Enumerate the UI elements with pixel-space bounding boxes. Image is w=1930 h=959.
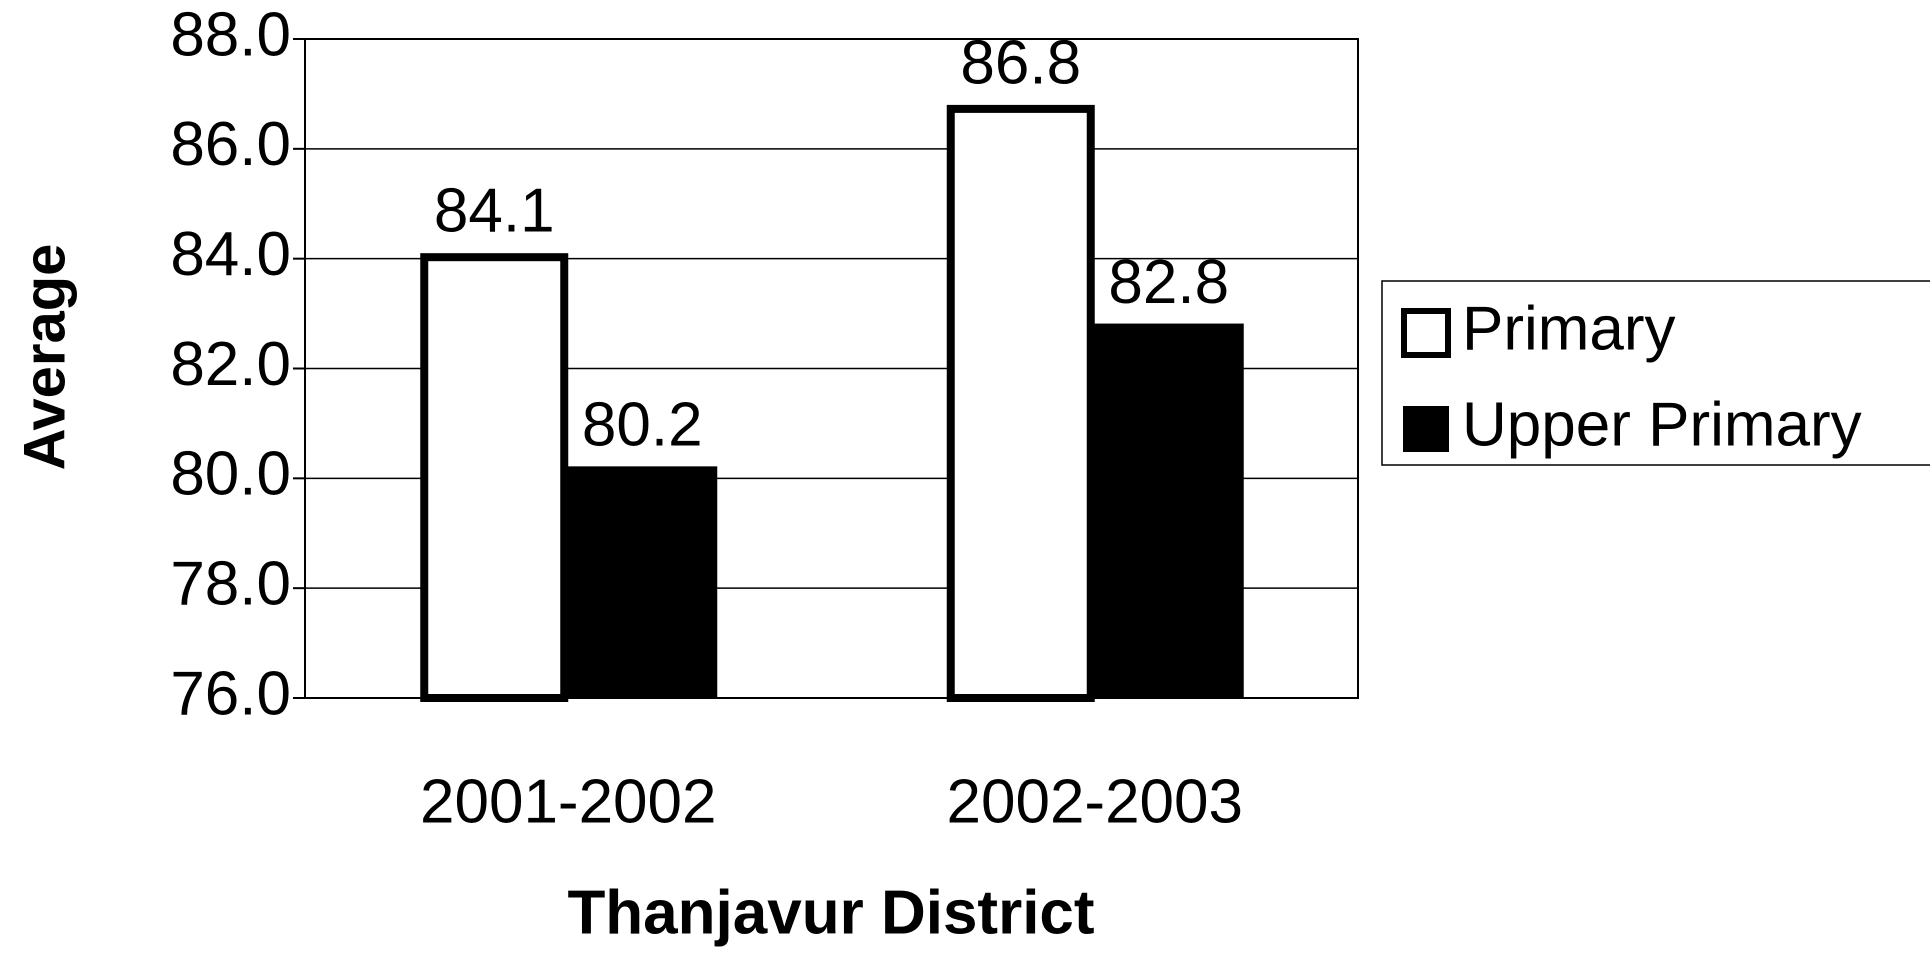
y-axis-title: Average — [12, 244, 77, 471]
x-tick-label: 2002-2003 — [947, 767, 1244, 836]
y-tick-label: 76.0 — [170, 659, 291, 728]
bar — [1093, 323, 1244, 699]
bar — [567, 466, 718, 699]
y-tick-label: 84.0 — [170, 220, 291, 289]
x-axis-title: Thanjavur District — [567, 878, 1094, 947]
legend-box — [1381, 280, 1930, 466]
data-label: 82.8 — [1108, 248, 1229, 317]
data-label: 80.2 — [582, 391, 703, 460]
legend-label: Primary — [1462, 294, 1676, 363]
y-tick-label: 80.0 — [170, 440, 291, 509]
data-label: 86.8 — [960, 28, 1081, 97]
y-tick-label: 82.0 — [170, 330, 291, 399]
y-tick-label: 86.0 — [170, 110, 291, 179]
data-label: 84.1 — [434, 177, 555, 246]
legend-label: Upper Primary — [1462, 390, 1862, 459]
legend-swatch — [1401, 308, 1451, 358]
bar — [946, 104, 1095, 702]
y-tick-label: 78.0 — [170, 550, 291, 619]
legend-swatch — [1403, 406, 1449, 452]
y-tick-label: 88.0 — [170, 0, 291, 69]
bar — [420, 253, 569, 702]
x-tick-label: 2001-2002 — [420, 767, 717, 836]
